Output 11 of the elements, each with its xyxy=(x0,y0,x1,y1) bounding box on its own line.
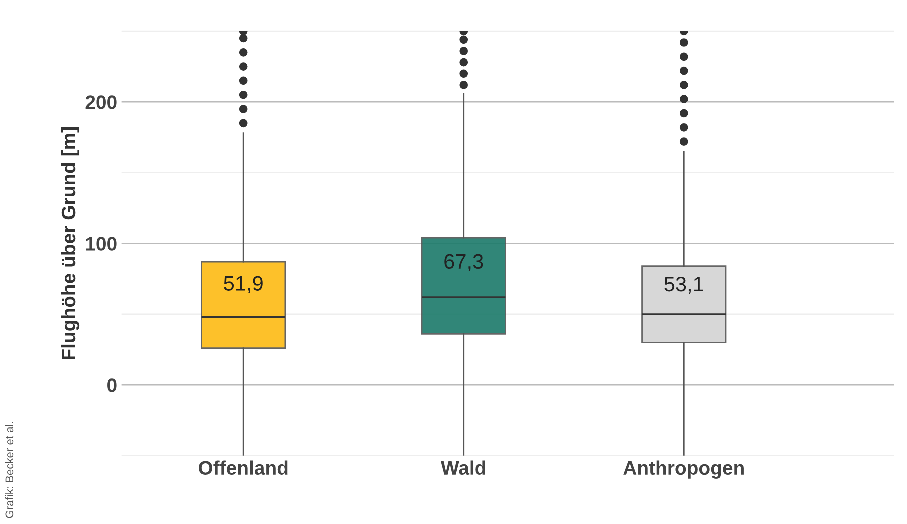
annotation: 67,3 xyxy=(444,254,484,272)
y-tick-label: 0 xyxy=(108,378,117,392)
x-tick-label: Anthropogen xyxy=(624,460,744,479)
text: Grafik: Becker et al. xyxy=(5,422,14,518)
annotation: 51,9 xyxy=(224,276,263,294)
y-tick-label: 100 xyxy=(86,237,117,251)
x-tick-label: Offenland xyxy=(199,460,288,476)
x-tick-label: Wald xyxy=(441,460,486,476)
y-tick-label: 200 xyxy=(86,96,117,110)
y-axis-title: Flughöhe über Grund [m] xyxy=(61,128,80,360)
annotation: 53,1 xyxy=(664,276,704,294)
